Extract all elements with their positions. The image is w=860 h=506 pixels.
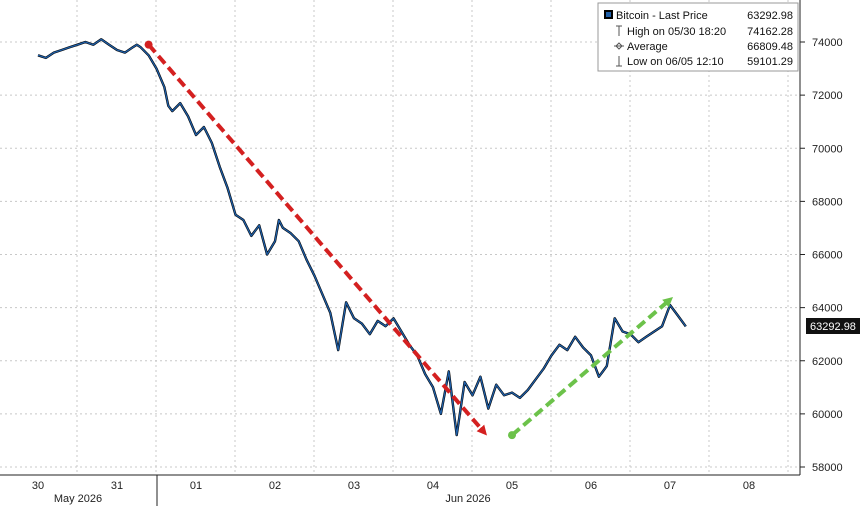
down-trend-arrow — [147, 43, 487, 436]
x-tick-label: 07 — [664, 480, 676, 492]
y-tick-label: 70000 — [812, 143, 843, 155]
series-line — [37, 38, 687, 436]
x-tick-label: 05 — [506, 480, 518, 492]
x-tick-label: 01 — [190, 480, 202, 492]
x-axis-ticks: 30 31 01 02 03 04 05 06 07 08 — [32, 480, 755, 492]
legend-box — [597, 2, 799, 72]
legend-average-value: 66809.48 — [747, 41, 793, 53]
y-tick-label: 64000 — [812, 303, 843, 315]
arrow-start-dot — [144, 40, 153, 49]
legend-low-icon — [616, 56, 622, 67]
legend-series-swatch-inner — [606, 12, 611, 17]
legend-high-value: 74162.28 — [747, 26, 793, 38]
month-label-jun: Jun 2026 — [445, 493, 490, 505]
x-tick-label: 31 — [111, 480, 123, 492]
x-tick-label: 02 — [269, 480, 281, 492]
y-tick-label: 74000 — [812, 37, 843, 49]
grid-lines — [0, 0, 800, 475]
legend-high-icon — [616, 25, 622, 36]
y-tick-label: 66000 — [812, 250, 843, 262]
legend-series-label: Bitcoin - Last Price — [616, 10, 708, 22]
last-price-badge: 63292.98 — [806, 318, 860, 334]
plot-background — [0, 0, 800, 475]
y-tick-label: 62000 — [812, 356, 843, 368]
y-tick-label: 58000 — [812, 462, 843, 474]
legend-average-icon — [614, 42, 624, 50]
legend-low-label: Low on 06/05 12:10 — [627, 56, 724, 68]
legend-low-value: 59101.29 — [747, 56, 793, 68]
x-tick-label: 06 — [585, 480, 597, 492]
x-tick-label: 04 — [427, 480, 439, 492]
last-price-label: 63292.98 — [810, 321, 856, 333]
y-tick-label: 72000 — [812, 90, 843, 102]
x-tick-label: 08 — [743, 480, 755, 492]
trend-arrows — [144, 40, 674, 440]
y-tick-label: 68000 — [812, 196, 843, 208]
month-label-may: May 2026 — [54, 493, 102, 505]
series-layer — [37, 38, 687, 437]
x-tick-label: 03 — [348, 480, 360, 492]
legend-series-value: 63292.98 — [747, 10, 793, 22]
legend-average-label: Average — [627, 41, 668, 53]
y-axis-ticks: 58000 60000 62000 64000 66000 68000 70000 72000… — [800, 37, 843, 474]
last-price-badge-bg — [806, 318, 860, 334]
x-tick-label: 30 — [32, 480, 44, 492]
up-trend-arrow — [510, 297, 674, 437]
legend: Bitcoin - Last Price 63292.98 High on 05… — [597, 2, 799, 72]
y-tick-label: 60000 — [812, 409, 843, 421]
arrow-start-dot — [508, 431, 516, 440]
legend-high-label: High on 05/30 18:20 — [627, 26, 726, 38]
